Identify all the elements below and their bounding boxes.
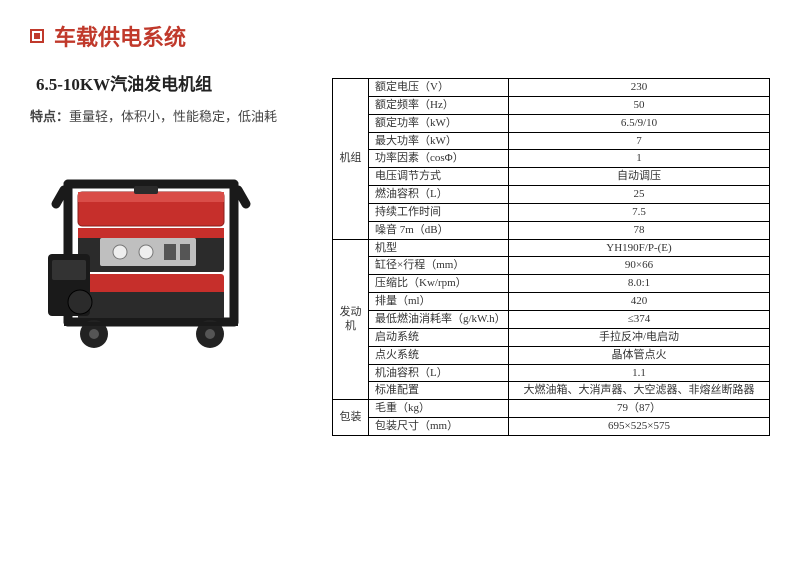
param-cell: 额定电压（V） bbox=[369, 79, 509, 97]
table-row: 机组额定电压（V）230 bbox=[333, 79, 770, 97]
param-cell: 压缩比（Kw/rpm） bbox=[369, 275, 509, 293]
value-cell: 晶体管点火 bbox=[509, 346, 770, 364]
table-row: 燃油容积（L）25 bbox=[333, 186, 770, 204]
value-cell: 1 bbox=[509, 150, 770, 168]
table-row: 标准配置大燃油箱、大消声器、大空滤器、非熔丝断路器 bbox=[333, 382, 770, 400]
value-cell: ≤374 bbox=[509, 310, 770, 328]
content-area: 6.5-10KW汽油发电机组 特点：重量轻，体积小，性能稳定，低油耗 bbox=[30, 70, 770, 436]
table-row: 最大功率（kW）7 bbox=[333, 132, 770, 150]
product-subtitle: 6.5-10KW汽油发电机组 bbox=[36, 70, 310, 95]
param-cell: 机型 bbox=[369, 239, 509, 257]
header-bullet-icon bbox=[30, 29, 44, 43]
value-cell: 50 bbox=[509, 96, 770, 114]
table-row: 持续工作时间7.5 bbox=[333, 203, 770, 221]
param-cell: 包装尺寸（mm） bbox=[369, 418, 509, 436]
category-cell: 包装 bbox=[333, 400, 369, 436]
table-row: 包装尺寸（mm）695×525×575 bbox=[333, 418, 770, 436]
param-cell: 毛重（kg） bbox=[369, 400, 509, 418]
param-cell: 额定频率（Hz） bbox=[369, 96, 509, 114]
table-row: 缸径×行程（mm）90×66 bbox=[333, 257, 770, 275]
table-row: 压缩比（Kw/rpm）8.0:1 bbox=[333, 275, 770, 293]
param-cell: 排量（ml） bbox=[369, 293, 509, 311]
param-cell: 电压调节方式 bbox=[369, 168, 509, 186]
value-cell: 大燃油箱、大消声器、大空滤器、非熔丝断路器 bbox=[509, 382, 770, 400]
table-row: 额定功率（kW）6.5/9/10 bbox=[333, 114, 770, 132]
value-cell: 695×525×575 bbox=[509, 418, 770, 436]
value-cell: YH190F/P-(E) bbox=[509, 239, 770, 257]
value-cell: 7.5 bbox=[509, 203, 770, 221]
table-row: 发动机机型YH190F/P-(E) bbox=[333, 239, 770, 257]
param-cell: 燃油容积（L） bbox=[369, 186, 509, 204]
table-row: 启动系统手拉反冲/电启动 bbox=[333, 328, 770, 346]
param-cell: 启动系统 bbox=[369, 328, 509, 346]
value-cell: 79（87） bbox=[509, 400, 770, 418]
param-cell: 持续工作时间 bbox=[369, 203, 509, 221]
left-column: 6.5-10KW汽油发电机组 特点：重量轻，体积小，性能稳定，低油耗 bbox=[30, 70, 310, 436]
features-text: 特点：重量轻，体积小，性能稳定，低油耗 bbox=[30, 107, 310, 128]
table-row: 功率因素（cosΦ）1 bbox=[333, 150, 770, 168]
table-row: 噪音 7m（dB）78 bbox=[333, 221, 770, 239]
header-title: 车载供电系统 bbox=[54, 20, 186, 52]
value-cell: 1.1 bbox=[509, 364, 770, 382]
param-cell: 机油容积（L） bbox=[369, 364, 509, 382]
table-row: 点火系统晶体管点火 bbox=[333, 346, 770, 364]
spec-table: 机组额定电压（V）230额定频率（Hz）50额定功率（kW）6.5/9/10最大… bbox=[332, 78, 770, 436]
table-row: 机油容积（L）1.1 bbox=[333, 364, 770, 382]
section-header: 车载供电系统 bbox=[30, 20, 770, 52]
value-cell: 25 bbox=[509, 186, 770, 204]
param-cell: 功率因素（cosΦ） bbox=[369, 150, 509, 168]
value-cell: 自动调压 bbox=[509, 168, 770, 186]
value-cell: 7 bbox=[509, 132, 770, 150]
param-cell: 缸径×行程（mm） bbox=[369, 257, 509, 275]
table-row: 排量（ml）420 bbox=[333, 293, 770, 311]
param-cell: 最低燃油消耗率（g/kW.h） bbox=[369, 310, 509, 328]
param-cell: 标准配置 bbox=[369, 382, 509, 400]
category-cell: 机组 bbox=[333, 79, 369, 240]
value-cell: 420 bbox=[509, 293, 770, 311]
value-cell: 6.5/9/10 bbox=[509, 114, 770, 132]
param-cell: 点火系统 bbox=[369, 346, 509, 364]
param-cell: 额定功率（kW） bbox=[369, 114, 509, 132]
value-cell: 78 bbox=[509, 221, 770, 239]
value-cell: 手拉反冲/电启动 bbox=[509, 328, 770, 346]
param-cell: 噪音 7m（dB） bbox=[369, 221, 509, 239]
features-label: 特点： bbox=[30, 109, 69, 124]
table-row: 额定频率（Hz）50 bbox=[333, 96, 770, 114]
table-row: 包装毛重（kg）79（87） bbox=[333, 400, 770, 418]
right-column: 机组额定电压（V）230额定频率（Hz）50额定功率（kW）6.5/9/10最大… bbox=[332, 70, 770, 436]
table-row: 电压调节方式自动调压 bbox=[333, 168, 770, 186]
table-row: 最低燃油消耗率（g/kW.h）≤374 bbox=[333, 310, 770, 328]
value-cell: 230 bbox=[509, 79, 770, 97]
generator-illustration bbox=[34, 162, 269, 352]
param-cell: 最大功率（kW） bbox=[369, 132, 509, 150]
value-cell: 8.0:1 bbox=[509, 275, 770, 293]
features-body: 重量轻，体积小，性能稳定，低油耗 bbox=[69, 109, 277, 124]
value-cell: 90×66 bbox=[509, 257, 770, 275]
category-cell: 发动机 bbox=[333, 239, 369, 400]
